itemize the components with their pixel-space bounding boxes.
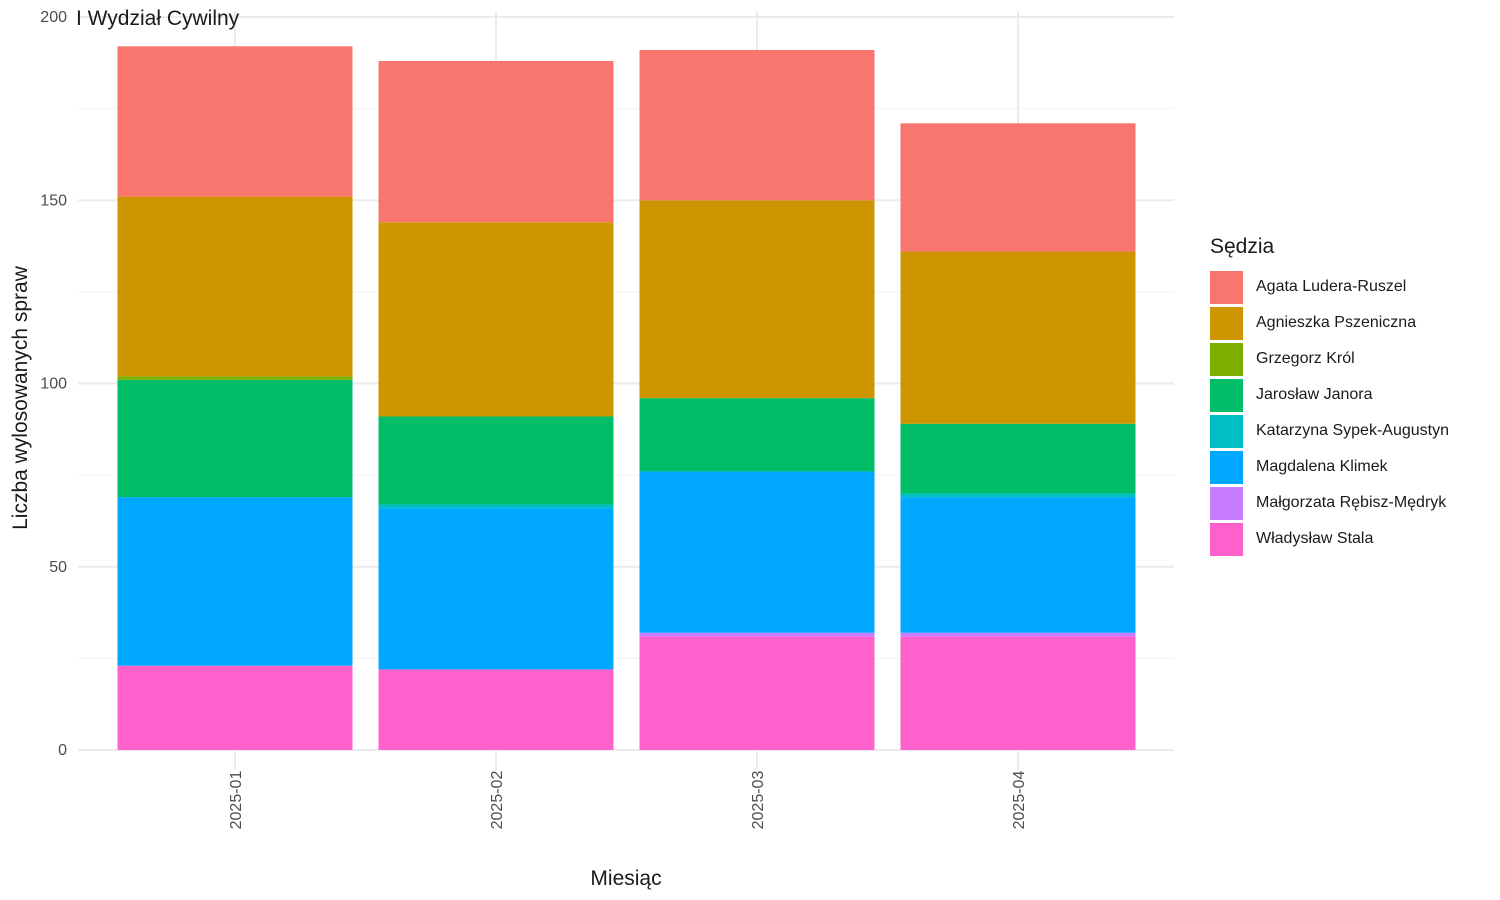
bar-segment	[378, 669, 614, 750]
legend-item: Katarzyna Sypek-Augustyn	[1210, 413, 1449, 449]
x-tick-label: 2025-01	[228, 771, 245, 830]
legend-item: Agnieszka Pszeniczna	[1210, 305, 1449, 341]
x-tick-label: 2025-02	[489, 771, 506, 830]
bar-segment	[117, 379, 353, 498]
bar-segment	[639, 49, 875, 201]
bar-segment	[900, 251, 1136, 424]
bar-segment	[117, 376, 353, 380]
legend-item: Grzegorz Król	[1210, 341, 1449, 377]
bar-segment	[900, 636, 1136, 750]
bar-segment	[639, 636, 875, 750]
x-tick-label: 2025-03	[750, 771, 767, 830]
bar-segment	[639, 632, 875, 637]
legend-key	[1210, 414, 1243, 448]
bars	[117, 46, 1136, 750]
legend-item: Władysław Stala	[1210, 521, 1449, 557]
bar-segment	[378, 222, 614, 417]
legend-label: Magdalena Klimek	[1256, 458, 1388, 475]
bar-segment	[378, 416, 614, 505]
legend-label: Małgorzata Rębisz-Mędryk	[1256, 494, 1447, 511]
legend-key	[1210, 378, 1243, 412]
bar-segment	[900, 632, 1136, 637]
bar-segment	[117, 665, 353, 750]
y-tick-label: 50	[49, 559, 67, 576]
legend-key	[1210, 486, 1243, 520]
legend-label: Agata Ludera-Ruszel	[1256, 278, 1407, 295]
legend-label: Katarzyna Sypek-Augustyn	[1256, 422, 1449, 439]
y-tick-label: 0	[58, 742, 67, 759]
y-axis-label: Liczba wylosowanych spraw	[9, 265, 32, 530]
legend-label: Władysław Stala	[1256, 530, 1374, 547]
legend-key	[1210, 342, 1243, 376]
bar-segment	[378, 504, 614, 509]
x-tick-labels: 2025-01 2025-02 2025-03 2025-04	[228, 771, 1028, 830]
bar-segment	[117, 196, 353, 377]
legend-items: Agata Ludera-Ruszel Agnieszka Pszeniczna G…	[1210, 269, 1449, 557]
legend-key	[1210, 450, 1243, 484]
legend-item: Małgorzata Rębisz-Mędryk	[1210, 485, 1449, 521]
legend-item: Agata Ludera-Ruszel	[1210, 269, 1449, 305]
legend-label: Agnieszka Pszeniczna	[1256, 314, 1417, 331]
legend-label: Grzegorz Król	[1256, 350, 1355, 367]
legend-item: Jarosław Janora	[1210, 377, 1449, 413]
y-tick-label: 200	[40, 9, 67, 26]
legend-title: Sędzia	[1210, 235, 1275, 258]
bar-segment	[900, 497, 1136, 633]
bar-segment	[639, 398, 875, 472]
bar-segment	[900, 493, 1136, 498]
legend-key	[1210, 522, 1243, 556]
bar-segment	[639, 200, 875, 399]
y-tick-label: 100	[40, 376, 67, 393]
bar-segment	[639, 471, 875, 633]
bar-segment	[117, 497, 353, 666]
y-tick-labels: 0 50 100 150 200	[40, 9, 67, 759]
bar-segment	[900, 123, 1136, 252]
bar-segment	[900, 423, 1136, 494]
bar-segment	[117, 46, 353, 197]
legend-label: Jarosław Janora	[1256, 386, 1373, 403]
legend: Sędzia Agata Ludera-Ruszel Agnieszka Psze…	[1210, 235, 1449, 557]
bar-segment	[378, 508, 614, 670]
x-axis-label: Miesiąc	[590, 867, 661, 890]
y-tick-label: 150	[40, 192, 67, 209]
legend-key	[1210, 270, 1243, 304]
x-tick-label: 2025-04	[1011, 771, 1028, 830]
chart-title: I Wydział Cywilny	[76, 7, 240, 30]
legend-item: Magdalena Klimek	[1210, 449, 1449, 485]
bar-segment	[378, 60, 614, 223]
legend-key	[1210, 306, 1243, 340]
